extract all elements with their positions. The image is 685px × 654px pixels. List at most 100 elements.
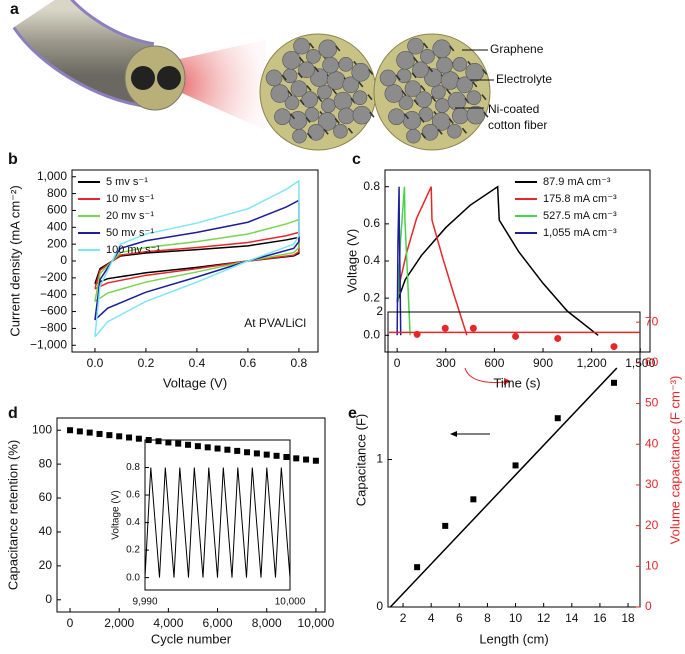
y-tick-label: 0.6	[363, 216, 380, 230]
series-line	[396, 186, 468, 336]
x-tick-label: 2	[400, 611, 407, 625]
y-tick-label: 1	[376, 452, 383, 466]
graphene-flake	[289, 113, 296, 120]
fiber-dot	[290, 80, 308, 97]
graphene-flake	[483, 111, 489, 118]
fiber-dot	[282, 50, 301, 70]
graphene-flake	[482, 68, 488, 75]
series-line	[396, 186, 402, 336]
y-axis-label: Capacitance (F)	[353, 414, 368, 506]
legend-label: 100 mv s⁻¹	[106, 244, 160, 256]
y-tick-label: 0.6	[126, 490, 140, 501]
panel-label: e	[348, 405, 357, 422]
point	[414, 564, 421, 571]
graphene-flake	[299, 99, 305, 106]
fiber-dot	[338, 57, 354, 72]
fiber-dot	[404, 80, 422, 97]
x-tick-label: 6,000	[203, 616, 233, 630]
y-tick-label: 0.4	[126, 517, 140, 528]
x-tick-label: 9,990	[132, 597, 157, 608]
graphene-flake	[334, 118, 340, 125]
fiber-dot	[321, 98, 336, 113]
graphene-flake	[420, 85, 426, 92]
point	[214, 445, 221, 452]
annotation: Ni-coated	[488, 102, 539, 116]
fiber-dot	[436, 56, 453, 74]
x-axis-label: Length (cm)	[479, 631, 548, 646]
inset-background	[108, 434, 294, 610]
legend-label: 5 mv s⁻¹	[106, 176, 148, 188]
y-tick-label: 0	[45, 592, 52, 606]
x-axis-label: Cycle number	[151, 631, 232, 646]
legend-label: 87.9 mA cm⁻³	[543, 176, 611, 188]
fiber-dot	[352, 90, 368, 105]
fiber-dot	[407, 37, 424, 55]
y-tick-label: 0.2	[363, 290, 380, 304]
point	[155, 438, 162, 445]
x-tick-label: 300	[436, 356, 456, 370]
fiber-dot	[421, 123, 439, 141]
graphene-flake	[358, 81, 364, 88]
fiber-dot	[306, 49, 321, 64]
fiber-dot	[431, 84, 446, 100]
graphene-flake	[419, 116, 425, 123]
y-tick-label: 40	[39, 524, 53, 538]
x-tick-label: 4,000	[153, 616, 183, 630]
x-tick-label: 18	[621, 611, 635, 625]
point	[273, 452, 280, 459]
point	[303, 456, 310, 463]
graphene-flake	[403, 113, 410, 120]
fiber-dot	[298, 61, 315, 79]
y-tick-label: 1,000	[37, 169, 67, 183]
point	[135, 435, 142, 442]
series-line	[94, 231, 300, 290]
y-tick-label: 400	[47, 219, 67, 233]
arrowhead	[450, 431, 457, 437]
point	[610, 343, 618, 351]
point	[512, 332, 520, 340]
point	[175, 440, 182, 447]
fiber-dot	[447, 91, 467, 111]
fiber-dot	[396, 50, 415, 70]
graphene-flake	[420, 132, 427, 139]
graphene-flake	[412, 56, 419, 63]
fiber-dot	[465, 63, 484, 82]
glow	[175, 40, 265, 130]
x-tick-label: 1,200	[577, 356, 607, 370]
point	[86, 429, 93, 436]
fiber-dot	[322, 56, 339, 74]
point	[126, 434, 133, 441]
legend-label: 1,055 mA cm⁻³	[543, 227, 617, 239]
fiber-dot	[351, 63, 370, 82]
graphene-flake	[313, 66, 320, 73]
x-tick-label: 14	[565, 611, 579, 625]
legend-label: 50 mv s⁻¹	[106, 227, 154, 239]
graphene-flake	[437, 128, 443, 135]
y-tick-label: 0.0	[363, 327, 380, 341]
x-tick-label: 2,000	[104, 616, 134, 630]
x-tick-label: 0.6	[240, 356, 257, 370]
graphene-flake	[395, 74, 401, 81]
fiber-dot	[398, 95, 414, 111]
point	[185, 441, 192, 448]
graphene-flake	[347, 127, 354, 134]
y-tick-label: 100	[32, 422, 52, 436]
legend-label: 175.8 mA cm⁻³	[543, 193, 617, 205]
point	[204, 444, 211, 451]
y2-tick-label: 40	[645, 436, 659, 450]
y-tick-label: 0.0	[126, 572, 140, 583]
point	[96, 430, 103, 437]
graphene-flake	[413, 99, 419, 106]
fiber-dot	[406, 128, 421, 144]
y2-tick-label: 60	[645, 355, 659, 369]
graphene-flake	[448, 118, 454, 125]
fiber-dot	[293, 37, 310, 55]
fiber-dot	[466, 105, 486, 125]
x-tick-label: 4	[428, 611, 435, 625]
fiber-dot	[440, 71, 460, 90]
fiber	[131, 66, 155, 90]
fiber-dot	[282, 68, 298, 84]
y2-axis-label: Volume capacitance (F cm⁻³)	[667, 376, 682, 545]
panel-label: c	[352, 151, 361, 168]
point	[67, 427, 74, 434]
